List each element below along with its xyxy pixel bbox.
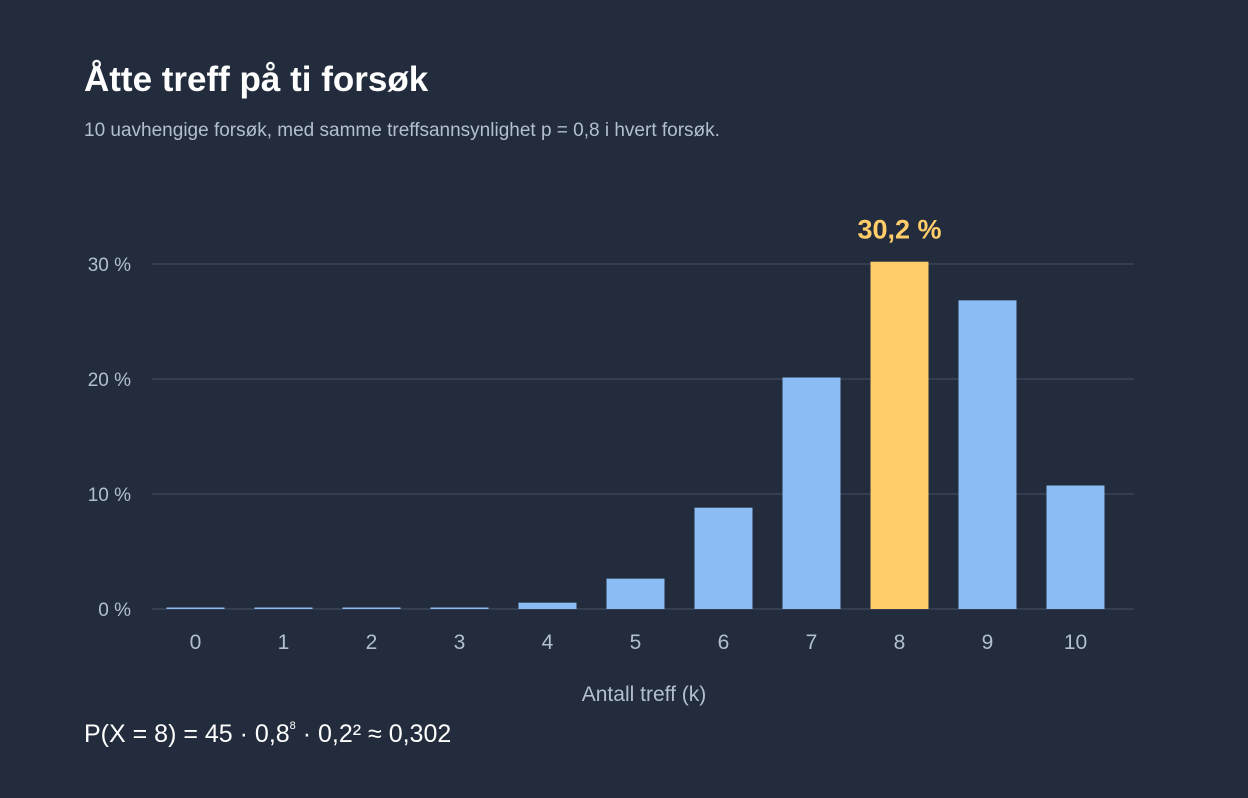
x-tick-label: 5 — [630, 631, 642, 654]
x-axis-label: Antall treff (k) — [582, 683, 706, 706]
bar-highlight — [870, 261, 929, 609]
bars: 30,2 % — [166, 215, 1105, 609]
formula-part2: · 0,2² ≈ 0,302 — [295, 720, 452, 748]
formula-part1: P(X = 8) = 45 · 0,8 — [84, 720, 290, 748]
y-tick-label: 0 % — [98, 600, 131, 621]
bar — [958, 300, 1017, 609]
y-tick-label: 30 % — [88, 255, 131, 276]
x-tick-label: 3 — [454, 631, 466, 654]
x-tick-label: 1 — [278, 631, 290, 654]
chart-subtitle: 10 uavhengige forsøk, med samme treffsan… — [84, 120, 720, 141]
y-axis-ticks: 0 % 10 % 20 % 30 % — [88, 255, 131, 621]
bar — [254, 607, 313, 609]
x-axis-ticks: 0 1 2 3 4 5 6 7 8 9 10 — [190, 631, 1088, 654]
bar — [1046, 485, 1105, 609]
x-tick-label: 2 — [366, 631, 378, 654]
bar — [694, 507, 753, 609]
y-tick-label: 20 % — [88, 370, 131, 391]
bar — [166, 607, 225, 609]
y-tick-label: 10 % — [88, 485, 131, 506]
x-tick-label: 0 — [190, 631, 202, 654]
bar — [518, 602, 577, 609]
bar — [782, 377, 841, 609]
x-tick-label: 10 — [1064, 631, 1087, 654]
formula-exponent: 8 — [289, 719, 296, 732]
bar-data-label: 30,2 % — [857, 215, 941, 245]
bar — [430, 607, 489, 609]
probability-formula: P(X = 8) = 45 · 0,88 · 0,2² ≈ 0,302 — [84, 720, 451, 749]
chart-title: Åtte treff på ti forsøk — [84, 60, 429, 99]
x-tick-label: 9 — [982, 631, 994, 654]
x-tick-label: 4 — [542, 631, 554, 654]
x-tick-label: 7 — [806, 631, 818, 654]
bar — [606, 578, 665, 609]
bar — [342, 607, 401, 609]
x-tick-label: 6 — [718, 631, 730, 654]
x-tick-label: 8 — [894, 631, 906, 654]
